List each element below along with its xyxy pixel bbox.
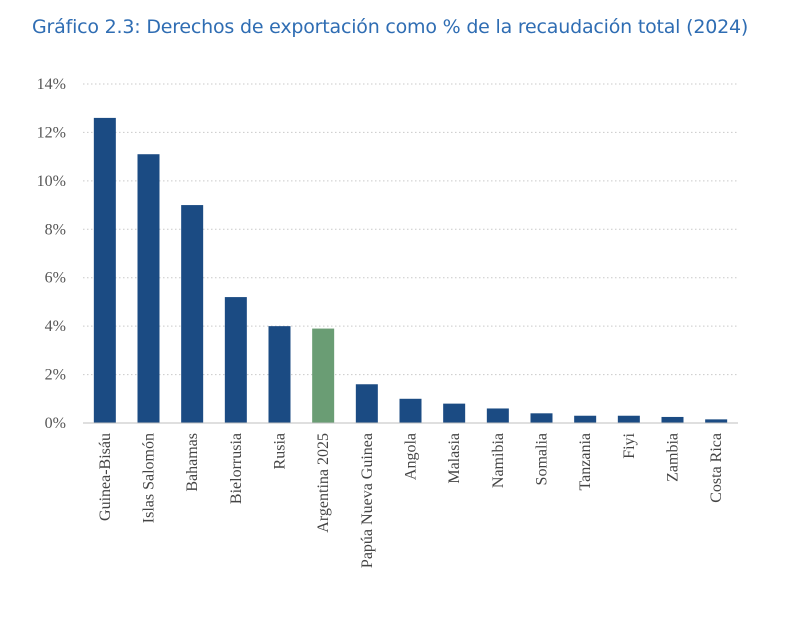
x-category-label: Argentina 2025 (315, 433, 332, 533)
bar (617, 415, 640, 423)
bar (530, 413, 553, 423)
x-category-label: Guinea-Bisáu (97, 433, 114, 521)
bar (443, 403, 466, 423)
bar (486, 408, 509, 423)
x-category-label: Tanzania (577, 433, 594, 491)
x-category-label: Bielorrusia (228, 433, 245, 504)
x-category-label: Angola (403, 433, 420, 480)
bar (705, 419, 728, 423)
y-tick-label: 8% (45, 221, 66, 238)
bar (93, 117, 116, 424)
x-category-label: Bahamas (184, 433, 201, 492)
y-tick-label: 4% (45, 318, 66, 335)
bar (574, 415, 597, 423)
y-tick-label: 10% (37, 173, 66, 190)
bar (661, 416, 684, 423)
x-category-label: Malasia (446, 433, 463, 484)
y-tick-label: 14% (37, 76, 66, 93)
y-tick-label: 12% (37, 124, 66, 141)
x-category-label: Fiyi (621, 432, 638, 458)
bars (93, 117, 728, 424)
bar (312, 328, 335, 423)
x-category-label: Somalia (534, 433, 551, 485)
x-category-label: Costa Rica (708, 433, 725, 503)
x-category-label: Rusia (272, 433, 289, 469)
bar (399, 398, 422, 423)
bar (355, 384, 378, 423)
x-category-label: Papúa Nueva Guinea (359, 433, 376, 568)
y-tick-label: 6% (45, 270, 66, 287)
bar (224, 297, 247, 423)
bar (181, 205, 204, 423)
bar (268, 326, 291, 423)
y-tick-label: 2% (45, 367, 66, 384)
x-axis-category-labels: Guinea-Bisáu Islas Salomón Bahamas Bielorru… (97, 432, 725, 568)
bar (137, 154, 160, 423)
y-axis-tick-labels: 0% 2% 4% 6% 8% 10% 12% 14% (37, 76, 66, 432)
x-category-label: Islas Salomón (141, 433, 158, 523)
chart-title: Gráfico 2.3: Derechos de exportación com… (32, 16, 749, 38)
x-category-label: Namibia (490, 433, 507, 488)
x-category-label: Zambia (665, 433, 682, 482)
y-tick-label: 0% (45, 415, 66, 432)
